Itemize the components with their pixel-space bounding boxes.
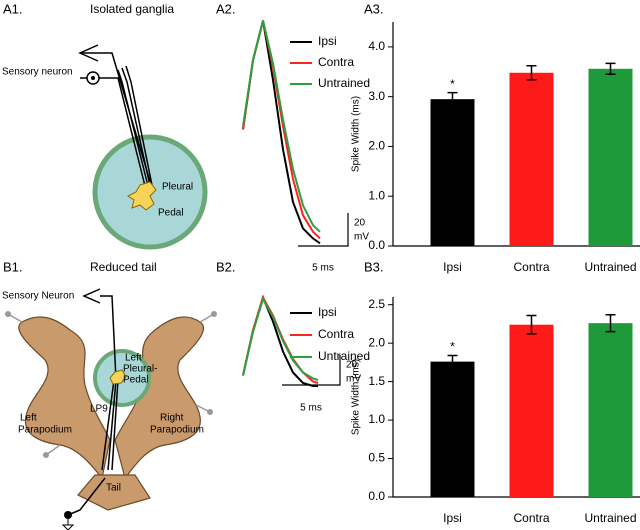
significance-mark: *: [450, 77, 455, 91]
error-bar: [447, 354, 458, 369]
legend-label: Ipsi: [318, 34, 337, 48]
diagram-label: Sensory neuron: [2, 67, 73, 78]
electrode-tip: [61, 519, 75, 530]
significance-mark: *: [450, 340, 455, 354]
y-tick-label: 2.5: [368, 297, 385, 311]
y-tick-label: 3.0: [368, 89, 385, 103]
diagram-label: Pleural-: [123, 364, 157, 375]
diagram-title: Isolated ganglia: [90, 2, 174, 16]
diagram-label: Sensory Neuron: [2, 291, 74, 302]
panel-label: B1.: [3, 259, 23, 274]
x-tick-label: Ipsi: [443, 260, 462, 274]
diagram-label: Left: [125, 353, 142, 364]
error-bar: [447, 91, 458, 107]
y-tick-label: 2.0: [368, 335, 385, 349]
error-bar: [605, 62, 616, 76]
tail: [77, 474, 151, 511]
error-bar: [605, 313, 616, 333]
x-tick-label: Ipsi: [443, 511, 462, 525]
scale-label: 20: [346, 360, 358, 371]
neuron: [109, 369, 127, 385]
x-tick-label: Untrained: [584, 511, 636, 525]
soma-marker: [91, 76, 95, 80]
right-parapodium: [114, 316, 204, 480]
panel-label: B3.: [364, 259, 384, 274]
trace: [242, 294, 318, 387]
legend-label: Untrained: [318, 349, 370, 363]
bar: [588, 68, 633, 247]
diagram-label: Left: [20, 413, 37, 424]
y-tick-label: 1.0: [368, 188, 385, 202]
x-tick-label: Contra: [513, 260, 549, 274]
scale-bar: [298, 213, 349, 247]
reduced-tail-diagram: Reduced tail Sensory Neuron Left Pleural…: [2, 260, 217, 530]
y-tick-label: 1.5: [368, 374, 385, 388]
isolated-ganglia-diagram: Isolated ganglia Sensory neuron Pleural …: [2, 2, 208, 250]
error-bar: [526, 314, 537, 335]
sensory-axons: [78, 44, 154, 191]
electrode: [64, 511, 72, 519]
bar: [430, 99, 475, 247]
scale-label: 20: [354, 218, 366, 229]
y-tick-label: 4.0: [368, 39, 385, 53]
panel-label: A1.: [3, 1, 23, 16]
scale-bar: [282, 355, 341, 386]
scale-label: 5 ms: [300, 403, 322, 414]
x-tick-label: Untrained: [584, 260, 636, 274]
diagram-label: Pedal: [158, 208, 184, 219]
y-axis-label: Spike Width (ms): [351, 359, 362, 435]
trace: [242, 296, 319, 381]
bar: [509, 324, 554, 497]
diagram-label: Pleural: [162, 182, 193, 193]
diagram-label: Tail: [106, 483, 121, 494]
diagram-label: Pedal: [123, 375, 149, 386]
diagram-label: LP9: [90, 404, 108, 415]
diagram-label: Parapodium: [18, 425, 72, 436]
legend-label: Contra: [318, 55, 354, 69]
bar: [588, 323, 633, 497]
trace: [242, 20, 321, 233]
diagram-label: Right: [160, 413, 184, 424]
y-tick-label: 0.0: [368, 489, 385, 503]
legend-label: Contra: [318, 327, 354, 341]
panel-label: B2.: [216, 259, 236, 274]
sensory-terminal: [82, 288, 101, 304]
panel-label: A2.: [216, 1, 236, 16]
bar: [430, 361, 475, 497]
error-bar: [526, 65, 537, 81]
panel-label: A3.: [364, 1, 384, 16]
trace: [242, 294, 319, 384]
x-tick-label: Contra: [513, 511, 549, 525]
nerves: [67, 295, 119, 516]
bar: [509, 72, 554, 246]
pin-heads: [5, 311, 217, 458]
diagram-label: Parapodium: [150, 425, 204, 436]
legend-label: Ipsi: [318, 305, 337, 319]
left-parapodium: [18, 316, 111, 480]
scale-label: mV: [354, 232, 369, 243]
diagram-title: Reduced tail: [90, 260, 157, 274]
y-tick-label: 2.0: [368, 139, 385, 153]
legend-label: Untrained: [318, 76, 370, 90]
scale-label: 5 ms: [312, 263, 334, 274]
y-axis-label: Spike Width (ms): [351, 96, 362, 172]
scale-label: mV: [346, 374, 361, 385]
y-tick-label: 0.5: [368, 451, 385, 465]
y-tick-label: 0.0: [368, 238, 385, 252]
y-tick-label: 1.0: [368, 412, 385, 426]
neuron: [127, 181, 157, 211]
